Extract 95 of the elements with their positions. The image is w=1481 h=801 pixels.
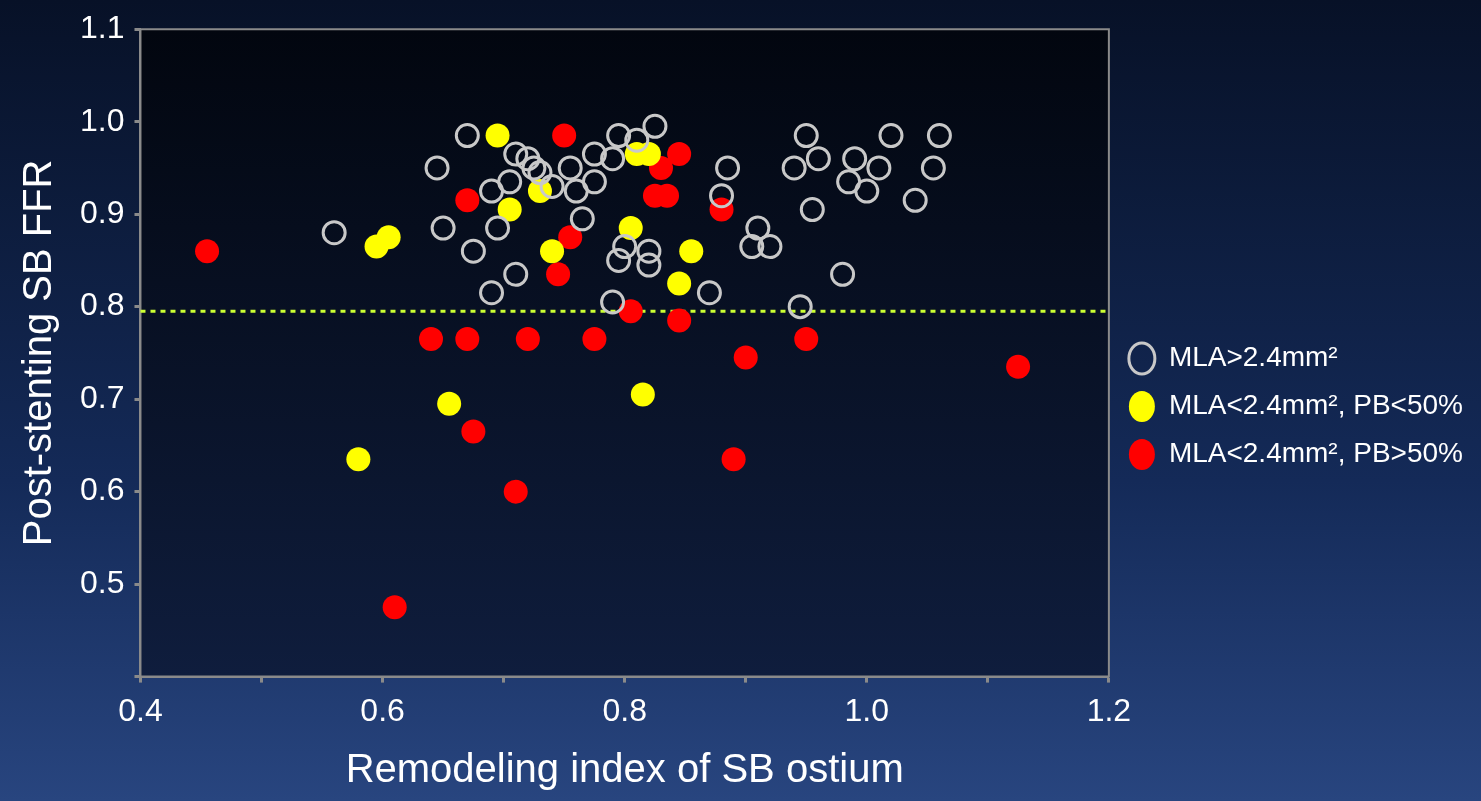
point bbox=[745, 215, 771, 241]
point bbox=[636, 252, 662, 278]
point bbox=[781, 155, 807, 181]
point bbox=[866, 155, 892, 181]
x-tick-label: 0.4 bbox=[118, 691, 163, 728]
point bbox=[497, 169, 523, 195]
point bbox=[419, 327, 443, 352]
point bbox=[733, 345, 758, 370]
point bbox=[757, 234, 783, 260]
point bbox=[569, 206, 595, 232]
point bbox=[793, 123, 819, 149]
point bbox=[321, 220, 347, 246]
point bbox=[521, 155, 547, 181]
point bbox=[539, 173, 565, 199]
y-tick-label: 0.9 bbox=[80, 194, 125, 230]
point bbox=[878, 123, 904, 149]
point bbox=[582, 327, 607, 352]
point bbox=[836, 169, 862, 195]
point bbox=[503, 261, 529, 287]
point bbox=[709, 183, 735, 209]
point bbox=[739, 234, 765, 260]
point bbox=[667, 142, 692, 167]
point bbox=[540, 239, 565, 264]
point bbox=[667, 308, 692, 333]
x-tick-label: 1.2 bbox=[1086, 691, 1132, 728]
point bbox=[630, 382, 655, 407]
point bbox=[794, 327, 819, 352]
legend-label: MLA<2.4mm², PB>50% bbox=[1168, 437, 1463, 469]
point bbox=[854, 178, 880, 204]
point bbox=[195, 239, 220, 264]
point bbox=[454, 123, 480, 149]
x-tick-label: 0.6 bbox=[360, 691, 405, 728]
point bbox=[497, 197, 522, 222]
point bbox=[455, 188, 480, 213]
y-tick-label: 1.1 bbox=[80, 9, 125, 46]
legend-label: MLA<2.4mm², PB<50% bbox=[1168, 389, 1463, 421]
point bbox=[515, 146, 541, 172]
point bbox=[546, 262, 571, 287]
point bbox=[460, 238, 486, 264]
point bbox=[376, 225, 401, 250]
point bbox=[618, 299, 643, 324]
point bbox=[424, 155, 450, 181]
point bbox=[721, 447, 746, 472]
point bbox=[805, 146, 831, 172]
y-tick-label: 0.6 bbox=[80, 471, 125, 508]
point bbox=[667, 271, 692, 296]
point bbox=[479, 178, 505, 204]
point bbox=[557, 155, 583, 181]
point bbox=[346, 447, 371, 472]
point bbox=[515, 327, 540, 352]
point bbox=[479, 280, 505, 306]
point bbox=[715, 155, 741, 181]
x-tick-label: 1.0 bbox=[844, 691, 890, 728]
point bbox=[902, 187, 928, 213]
x-tick-label: 0.8 bbox=[602, 691, 647, 728]
point bbox=[799, 197, 825, 223]
point bbox=[642, 113, 668, 139]
point bbox=[830, 261, 856, 287]
point bbox=[600, 289, 626, 315]
point bbox=[600, 146, 626, 172]
y-tick-label: 0.5 bbox=[80, 563, 125, 600]
point bbox=[503, 479, 528, 504]
point bbox=[787, 294, 813, 320]
x-axis-title: Remodeling index of SB ostium bbox=[345, 746, 904, 791]
point bbox=[696, 280, 722, 306]
point bbox=[606, 247, 632, 273]
point bbox=[485, 215, 511, 241]
y-axis-title: Post-stenting SB FFR bbox=[15, 159, 60, 547]
point bbox=[552, 123, 577, 148]
point bbox=[437, 391, 462, 416]
legend-label: MLA>2.4mm² bbox=[1168, 341, 1338, 373]
point bbox=[455, 327, 480, 352]
point bbox=[581, 169, 607, 195]
y-tick-label: 1.0 bbox=[80, 101, 125, 138]
point bbox=[920, 155, 946, 181]
point bbox=[581, 141, 607, 167]
point bbox=[558, 225, 583, 250]
point bbox=[926, 123, 952, 149]
point bbox=[461, 419, 486, 444]
point bbox=[485, 123, 510, 148]
point bbox=[430, 215, 456, 241]
point bbox=[842, 146, 868, 172]
point bbox=[563, 178, 589, 204]
point bbox=[382, 595, 407, 620]
point bbox=[679, 239, 704, 264]
point bbox=[636, 238, 662, 264]
point bbox=[1006, 354, 1031, 379]
point bbox=[527, 160, 553, 186]
point bbox=[624, 127, 650, 153]
point bbox=[503, 141, 529, 167]
point bbox=[606, 123, 632, 149]
point bbox=[618, 216, 643, 241]
y-tick-label: 0.8 bbox=[80, 286, 125, 323]
point bbox=[612, 234, 638, 260]
y-tick-label: 0.7 bbox=[80, 378, 125, 415]
